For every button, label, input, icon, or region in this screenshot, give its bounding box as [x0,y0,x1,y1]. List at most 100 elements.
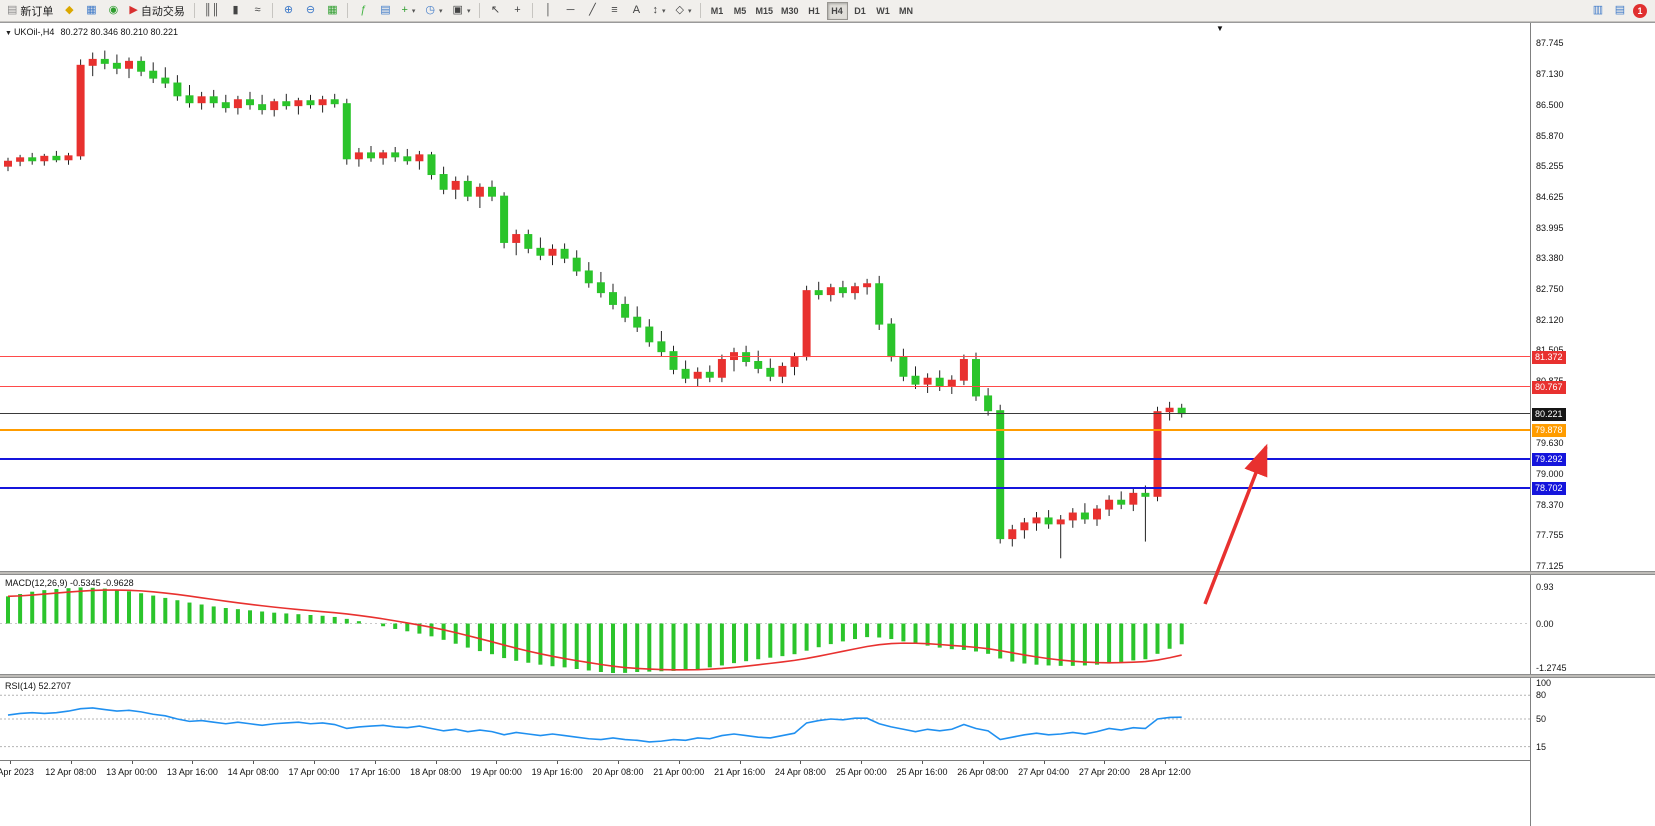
time-tick [374,761,376,764]
time-tick [922,761,923,764]
macd-pane[interactable]: MACD(12,26,9) -0.5345 -0.9628 [0,575,1530,674]
bar-chart-icon: ║║ [203,4,220,16]
notification-badge[interactable]: 1 [1633,3,1647,18]
horizontal-line-80.221[interactable] [0,413,1530,415]
cursor-button[interactable]: ↖ [485,2,505,20]
vertical-line-icon: │ [545,4,552,16]
timeframe-m15-button[interactable]: M15 [752,2,776,20]
horizontal-line-78.702[interactable] [0,487,1530,490]
toolbar-separator [700,3,702,18]
new-order-button[interactable]: ▤ 新订单 [3,2,57,20]
horizontal-line-81.372[interactable] [0,356,1530,358]
window-icon: ▥ [1592,4,1604,16]
price-axis-label: 78.370 [1536,499,1564,510]
shapes-icon: ◇ [675,4,684,16]
crosshair-icon: + [514,4,521,16]
horizontal-line-80.767[interactable] [0,386,1530,388]
add-indicator-button[interactable]: + ▾ [397,2,419,20]
timeframe-h1-button[interactable]: H1 [804,2,825,20]
time-axis-label: 25 Apr 00:00 [835,767,887,777]
pane-separator[interactable] [0,571,1655,575]
market-watch-button[interactable]: ◆ [59,2,79,20]
chevron-down-icon: ▾ [411,7,416,15]
line-chart-button[interactable]: ≈ [247,2,267,20]
chart-area: ▼ UKOil-,H4 80.272 80.346 80.210 80.221 ▼ … [0,22,1655,826]
shapes-tool-button[interactable]: ◇ ▾ [671,2,695,20]
time-tick [800,761,802,764]
candlestick-chart[interactable] [0,23,1530,571]
timeframe-mn-button[interactable]: MN [896,2,917,20]
macd-axis-label: 0.93 [1536,582,1554,593]
timeframe-d1-button[interactable]: D1 [850,2,871,20]
chart-collapse-icon[interactable]: ▼ [5,30,12,37]
price-pane[interactable]: ▼ UKOil-,H4 80.272 80.346 80.210 80.221 ▼ [0,23,1530,571]
macd-axis-label: 0.00 [1536,618,1554,629]
auto-trading-button[interactable]: ▶ 自动交易 [125,2,188,20]
chevron-down-icon: ▾ [687,7,692,15]
price-badge-79.292: 79.292 [1532,453,1566,467]
time-axis-label: 21 Apr 16:00 [714,767,766,777]
indicators-button[interactable]: ƒ [353,2,373,20]
text-tool-button[interactable]: A [626,2,646,20]
time-tick [1043,761,1045,764]
time-tick [496,761,498,764]
chart-window-button[interactable]: ▦ [81,2,101,20]
chart-shift-marker-icon[interactable]: ▼ [1216,24,1224,33]
toolbar-separator [479,3,481,18]
zoom-out-button[interactable]: ⊖ [300,2,320,20]
timeframe-h4-button[interactable]: H4 [826,2,848,20]
price-badge-80.767: 80.767 [1532,380,1566,394]
zoom-in-button[interactable]: ⊕ [278,2,298,20]
window-button-1[interactable]: ▥ [1588,2,1608,20]
line-chart-icon: ≈ [254,4,261,16]
price-axis-label: 83.995 [1536,222,1564,233]
vertical-line-button[interactable]: │ [538,2,558,20]
price-scale[interactable]: 87.745 87.130 86.500 85.870 85.255 84.625 83.9… [1530,23,1655,826]
time-axis-label: 17 Apr 16:00 [349,767,401,777]
zoom-out-icon: ⊖ [305,4,316,16]
timeframe-m5-button[interactable]: M5 [729,2,750,20]
rsi-label: RSI(14) 52.2707 [5,681,71,691]
pane-separator[interactable] [0,674,1655,678]
time-axis-label: 12 Apr 08:00 [45,767,97,777]
trendline-button[interactable]: ╱ [582,2,602,20]
period-button[interactable]: ◷ ▾ [421,2,446,20]
macd-chart[interactable] [0,575,1530,674]
rsi-pane[interactable]: RSI(14) 52.2707 [0,678,1530,760]
template-icon: ▤ [380,4,391,16]
window-button-2[interactable]: ▤ [1610,2,1630,20]
data-window-button[interactable]: ◉ [103,2,123,20]
rsi-value: 52.2707 [38,681,72,691]
timeframe-w1-button[interactable]: W1 [873,2,894,20]
template-picture-button[interactable]: ▣ ▾ [449,2,475,20]
horizontal-line-79.292[interactable] [0,458,1530,461]
price-axis-label: 82.120 [1536,315,1564,326]
horizontal-line-button[interactable]: ─ [560,2,580,20]
data-window-icon: ◉ [108,4,119,16]
time-axis[interactable]: 11 Apr 2023 12 Apr 08:00 13 Apr 00:00 13 Ap… [0,760,1530,826]
templates-button[interactable]: ▤ [375,2,395,20]
time-tick [861,761,863,764]
rsi-chart[interactable] [0,678,1530,760]
cursor-icon: ↖ [490,4,501,16]
symbol-name: UKOil-,H4 [13,27,55,37]
horizontal-line-79.878[interactable] [0,429,1530,432]
timeframe-m1-button[interactable]: M1 [706,2,727,20]
fibonacci-button[interactable]: ≡ [604,2,624,20]
tile-windows-button[interactable]: ▦ [322,2,342,20]
rsi-scale-labels: 100 80 50 15 [1531,678,1655,760]
crosshair-button[interactable]: + [507,2,527,20]
time-tick [192,761,194,764]
bar-chart-button[interactable]: ║║ [200,2,224,20]
time-tick [1104,761,1106,764]
zoom-in-icon: ⊕ [283,4,294,16]
rsi-axis-label: 80 [1536,690,1547,701]
price-axis-label: 79.000 [1536,468,1564,479]
arrows-tool-button[interactable]: ↕ ▾ [648,2,669,20]
time-tick [678,761,680,764]
timeframe-m30-button[interactable]: M30 [778,2,802,20]
candlestick-chart-button[interactable]: ▮ [225,2,245,20]
time-axis-label: 17 Apr 00:00 [288,767,340,777]
rsi-axis-label: 15 [1536,741,1547,752]
